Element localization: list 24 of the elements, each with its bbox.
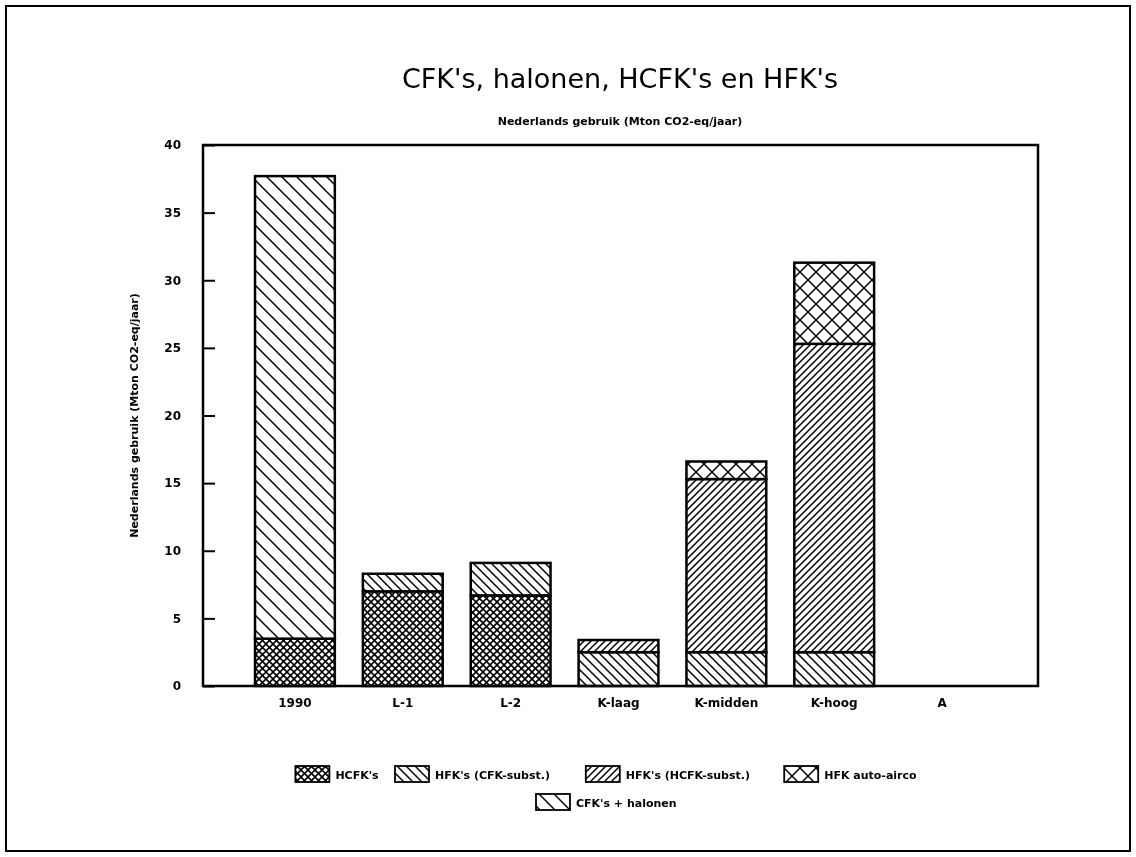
- legend-label: HFK auto-airco: [824, 769, 918, 782]
- y-tick-label: 25: [164, 341, 181, 356]
- chart-title: CFK's, halonen, HCFK's en HFK's: [401, 63, 839, 94]
- y-tick-label: 30: [164, 273, 181, 288]
- x-tick-label: A: [937, 695, 948, 710]
- legend-label: HFK's (CFK-subst.): [435, 769, 551, 782]
- legend-label: CFK's + halonen: [576, 797, 677, 810]
- y-tick-label: 20: [164, 408, 181, 423]
- legend-label: HCFK's: [335, 769, 380, 782]
- x-tick-label: L-2: [500, 695, 522, 710]
- chart-subtitle: Nederlands gebruik (Mton CO2-eq/jaar): [497, 115, 743, 128]
- y-tick-label: 15: [164, 476, 181, 491]
- x-tick-label: K-midden: [694, 695, 759, 710]
- y-tick-label: 10: [164, 544, 181, 559]
- x-tick-label: L-1: [392, 695, 414, 710]
- y-tick-label: 40: [164, 138, 181, 153]
- y-tick-label: 5: [172, 611, 181, 626]
- legend-label: HFK's (HCFK-subst.): [625, 769, 751, 782]
- x-tick-label: K-laag: [597, 695, 640, 710]
- y-tick-label: 35: [164, 205, 181, 220]
- y-tick-label: 0: [172, 679, 181, 694]
- y-axis-title: Nederlands gebruik (Mton CO2-eq/jaar): [128, 293, 141, 538]
- x-tick-label: K-hoog: [810, 695, 858, 710]
- x-tick-label: 1990: [278, 695, 312, 710]
